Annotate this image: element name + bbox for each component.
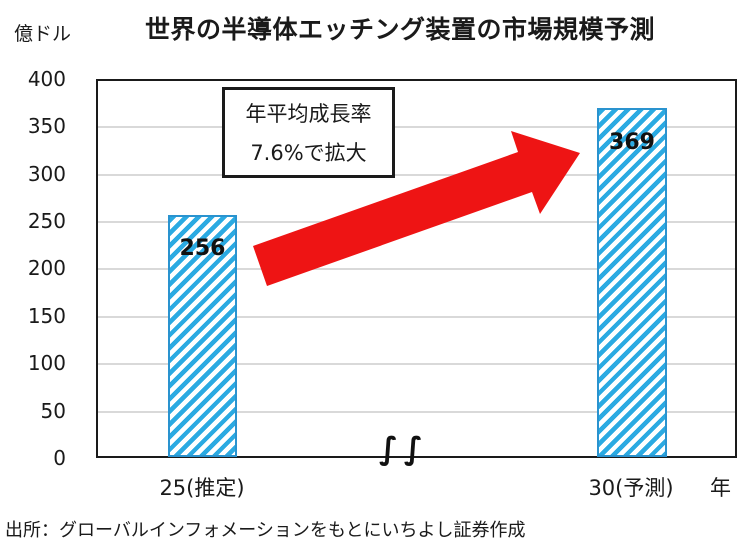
y-tick-300: 300 — [27, 162, 66, 186]
bar-2025-estimate — [168, 215, 237, 457]
y-tick-350: 350 — [27, 114, 66, 138]
y-tick-100: 100 — [27, 351, 66, 375]
source-attribution: 出所：グローバルインフォメーションをもとにいちよし証券作成 — [5, 520, 526, 541]
y-tick-0: 0 — [53, 446, 66, 470]
gridline-100 — [98, 363, 735, 365]
chart-title: 世界の半導体エッチング装置の市場規模予測 — [144, 15, 655, 44]
axis-break-icon: ∫∫ — [379, 431, 429, 467]
x-tick-2025: 25(推定) — [159, 476, 245, 500]
growth-rate-annotation-box: 年平均成長率 7.6%で拡大 — [222, 87, 395, 178]
x-tick-2030: 30(予測) — [588, 476, 674, 500]
y-tick-250: 250 — [27, 209, 66, 233]
gridline-50 — [98, 411, 735, 413]
annotation-line-2: 7.6%で拡大 — [250, 141, 367, 165]
y-tick-50: 50 — [40, 399, 66, 423]
gridline-150 — [98, 316, 735, 318]
bar-2025-value-label: 256 — [179, 236, 226, 261]
bar-2030-forecast — [597, 108, 667, 457]
y-tick-150: 150 — [27, 304, 66, 328]
annotation-line-1: 年平均成長率 — [245, 102, 372, 126]
y-axis-unit-label: 億ドル — [14, 23, 72, 45]
x-axis-unit-label: 年 — [710, 476, 731, 500]
gridline-350 — [98, 126, 735, 128]
y-tick-400: 400 — [27, 67, 66, 91]
y-tick-200: 200 — [27, 256, 66, 280]
bar-2030-value-label: 369 — [609, 130, 655, 155]
